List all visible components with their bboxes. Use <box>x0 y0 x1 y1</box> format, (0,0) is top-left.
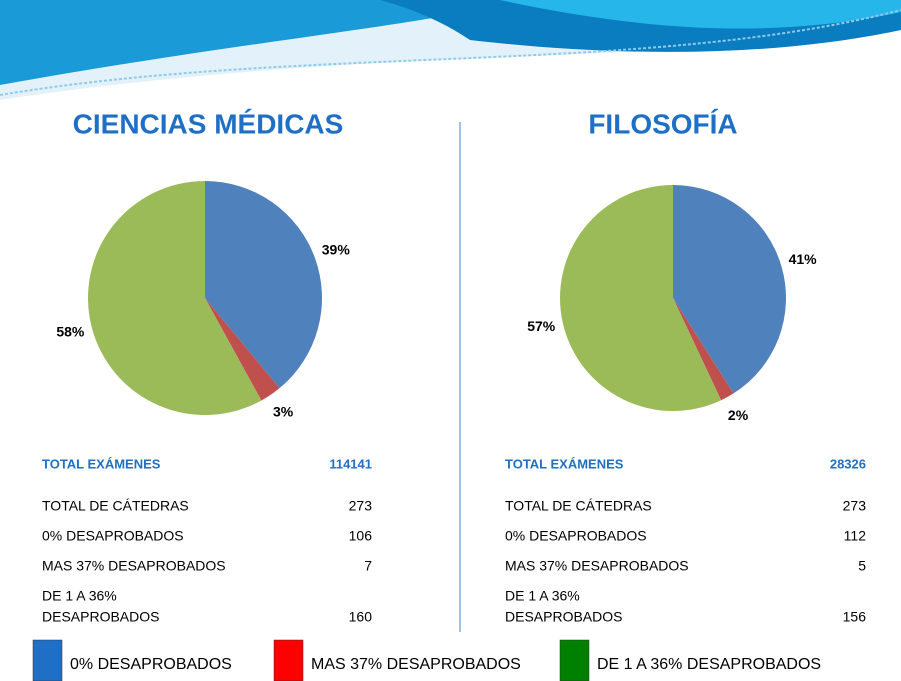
data-label: 57% <box>527 318 556 334</box>
row-value: 156 <box>843 609 867 625</box>
row-label: DESAPROBADOS <box>42 609 159 625</box>
legend-label: MAS 37% DESAPROBADOS <box>311 656 521 673</box>
row-label: TOTAL DE CÁTEDRAS <box>42 498 189 514</box>
legend-label: 0% DESAPROBADOS <box>70 656 232 673</box>
total-value: 28326 <box>830 456 866 471</box>
legend-swatch <box>273 639 304 681</box>
pie-slice <box>673 185 786 394</box>
data-label: 2% <box>728 407 749 423</box>
row-label: MAS 37% DESAPROBADOS <box>505 558 689 574</box>
pie-slice <box>673 298 734 401</box>
total-value: 114141 <box>329 456 372 471</box>
row-value: 112 <box>844 528 867 544</box>
total-label: TOTAL EXÁMENES <box>42 456 161 471</box>
total-label: TOTAL EXÁMENES <box>505 456 624 471</box>
pie-slice <box>88 181 262 415</box>
legend-swatch <box>559 639 590 681</box>
row-label: 0% DESAPROBADOS <box>505 528 647 544</box>
data-label: 41% <box>789 251 818 267</box>
row-label: MAS 37% DESAPROBADOS <box>42 558 226 574</box>
row-value: 5 <box>858 558 866 574</box>
data-label: 3% <box>273 404 294 420</box>
row-value: 273 <box>843 498 867 514</box>
chart-title: CIENCIAS MÉDICAS <box>73 108 344 139</box>
row-label: DE 1 A 36% <box>42 588 117 604</box>
legend-swatch <box>32 639 63 681</box>
legend-label: DE 1 A 36% DESAPROBADOS <box>597 656 821 673</box>
row-value: 273 <box>349 498 373 514</box>
pie-slice <box>559 185 722 411</box>
row-label: 0% DESAPROBADOS <box>42 528 184 544</box>
data-label: 39% <box>322 242 351 258</box>
header-wave <box>0 0 901 100</box>
row-label: DE 1 A 36% <box>505 588 580 604</box>
row-value: 7 <box>364 558 372 574</box>
row-value: 160 <box>349 609 373 625</box>
row-value: 106 <box>349 528 373 544</box>
row-label: DESAPROBADOS <box>505 609 622 625</box>
data-label: 58% <box>56 323 85 339</box>
chart-title: FILOSOFÍA <box>588 108 737 139</box>
pie-slice <box>205 181 323 389</box>
row-label: TOTAL DE CÁTEDRAS <box>505 498 652 514</box>
pie-slice <box>205 298 280 401</box>
